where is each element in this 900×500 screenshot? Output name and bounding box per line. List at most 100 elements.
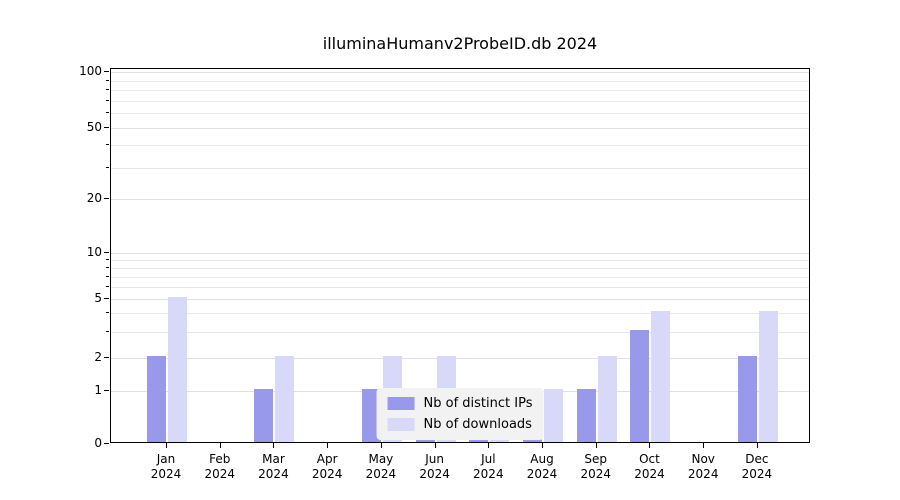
bar-distinct-ips [147,356,166,442]
y-minor-tick-mark [106,285,109,287]
y-minor-tick-mark [106,275,109,277]
x-tick-mark [703,443,705,448]
minor-gridline [111,313,809,315]
major-gridline [111,253,809,254]
major-gridline [111,128,809,129]
x-tick-label: Mar 2024 [258,452,289,482]
x-tick-month: Jan [156,452,176,466]
y-tick-label: 2 [94,350,102,364]
x-tick-year: 2024 [419,467,450,481]
plot-area [110,68,810,443]
x-tick-label: Apr 2024 [312,452,343,482]
y-minor-tick-mark [106,330,109,332]
y-minor-tick-mark [106,89,109,91]
x-tick-label: Sep 2024 [580,452,611,482]
x-tick-year: 2024 [526,467,558,481]
legend-label-downloads: Nb of downloads [423,417,532,432]
x-tick-label: Dec 2024 [742,452,773,482]
y-tick-mark [104,127,109,128]
y-minor-tick-mark [106,112,109,114]
x-tick-year: 2024 [258,467,289,481]
y-minor-tick-mark [106,99,109,101]
x-tick-year: 2024 [150,467,182,481]
x-tick-mark [380,443,382,448]
x-tick-year: 2024 [741,467,773,481]
x-tick-label: Jun 2024 [419,452,450,482]
y-minor-tick-mark [106,144,109,146]
y-tick-mark [104,357,109,358]
x-tick-year: 2024 [687,467,719,481]
bar-distinct-ips [737,356,757,442]
minor-gridline [111,80,809,82]
major-gridline [111,299,809,300]
major-gridline [111,72,809,73]
x-tick-month: Jul [481,452,496,466]
x-tick-mark [434,443,436,448]
minor-gridline [111,100,809,102]
x-tick-label: Feb 2024 [204,452,235,482]
minor-gridline [111,113,809,115]
y-tick-label: 20 [86,191,102,205]
y-minor-tick-mark [106,79,109,81]
y-minor-tick-mark [106,266,109,268]
major-gridline [111,358,809,359]
legend-swatch-distinct-ips [387,397,415,410]
y-tick-label: 50 [86,120,102,134]
bar-downloads [168,297,187,442]
x-tick-label: Jul 2024 [473,452,504,482]
x-tick-year: 2024 [580,467,612,481]
x-tick-year: 2024 [204,467,235,481]
chart-title: illuminaHumanv2ProbeID.db 2024 [322,34,598,53]
x-tick-month: Feb [209,452,231,466]
y-tick-mark [104,443,109,444]
minor-gridline [111,145,809,147]
bar-distinct-ips [254,389,274,442]
x-tick-month: Nov [691,452,715,466]
y-tick-label: 5 [94,291,102,305]
legend-item-downloads: Nb of downloads [387,417,533,432]
x-tick-label: Jan 2024 [151,452,182,482]
bar-distinct-ips [361,389,381,442]
major-gridline [111,199,809,200]
y-tick-mark [104,252,109,253]
y-tick-mark [104,71,109,72]
y-tick-label: 1 [94,383,102,397]
x-tick-year: 2024 [634,467,665,481]
x-tick-label: May 2024 [366,452,397,482]
minor-gridline [111,167,809,169]
minor-gridline [111,267,809,269]
x-tick-mark [542,443,544,448]
legend: Nb of distinct IPs Nb of downloads [376,388,544,440]
x-tick-label: Aug 2024 [527,452,558,482]
legend-swatch-downloads [387,418,415,431]
x-tick-year: 2024 [365,467,397,481]
y-tick-label: 100 [79,64,102,78]
x-tick-month: Aug [530,452,554,466]
y-tick-mark [104,198,109,199]
x-tick-mark [595,443,597,448]
x-tick-month: Dec [745,452,769,466]
bar-downloads [651,311,671,442]
x-tick-label: Oct 2024 [634,452,665,482]
bar-downloads [597,356,617,442]
bar-distinct-ips [630,329,650,442]
bar-downloads [544,389,564,442]
y-minor-tick-mark [106,312,109,314]
x-tick-mark [488,443,490,448]
y-minor-tick-mark [106,166,109,168]
x-tick-mark [327,443,329,448]
x-tick-month: May [368,452,394,466]
x-tick-mark [219,443,221,448]
plot-wrap: Nb of distinct IPs Nb of downloads 0 1 2 5 1… [79,64,810,481]
bar-distinct-ips [576,389,596,442]
x-tick-mark [756,443,758,448]
x-tick-month: Jun [425,452,444,466]
minor-gridline [111,331,809,333]
y-tick-label: 10 [86,245,102,259]
minor-gridline [111,286,809,288]
y-minor-tick-mark [106,258,109,260]
y-tick-mark [104,298,109,299]
bar-downloads [275,356,295,442]
x-tick-label: Nov 2024 [688,452,719,482]
